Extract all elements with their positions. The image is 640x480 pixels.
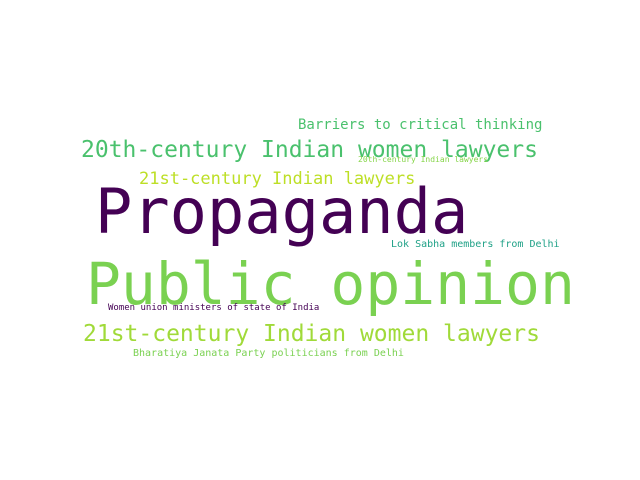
word-21st-century-indian-lawyers: 21st-century Indian lawyers [139,169,416,189]
word-21st-century-indian-women-lawyers: 21st-century Indian women lawyers [83,321,540,347]
word-lok-sabha-members-from-delhi: Lok Sabha members from Delhi [391,239,560,250]
word-20th-century-indian-women-lawyers: 20th-century Indian women lawyers [81,137,538,163]
word-propaganda: Propaganda [95,175,469,248]
word-bjp-politicians-from-delhi: Bharatiya Janata Party politicians from … [133,348,404,359]
word-public-opinion: Public opinion [86,250,575,318]
word-women-union-ministers: Women union ministers of state of India [108,303,320,313]
word-barriers-to-critical-thinking: Barriers to critical thinking [298,117,543,133]
word-20th-century-indian-lawyers: 20th-century Indian lawyers [358,155,489,164]
